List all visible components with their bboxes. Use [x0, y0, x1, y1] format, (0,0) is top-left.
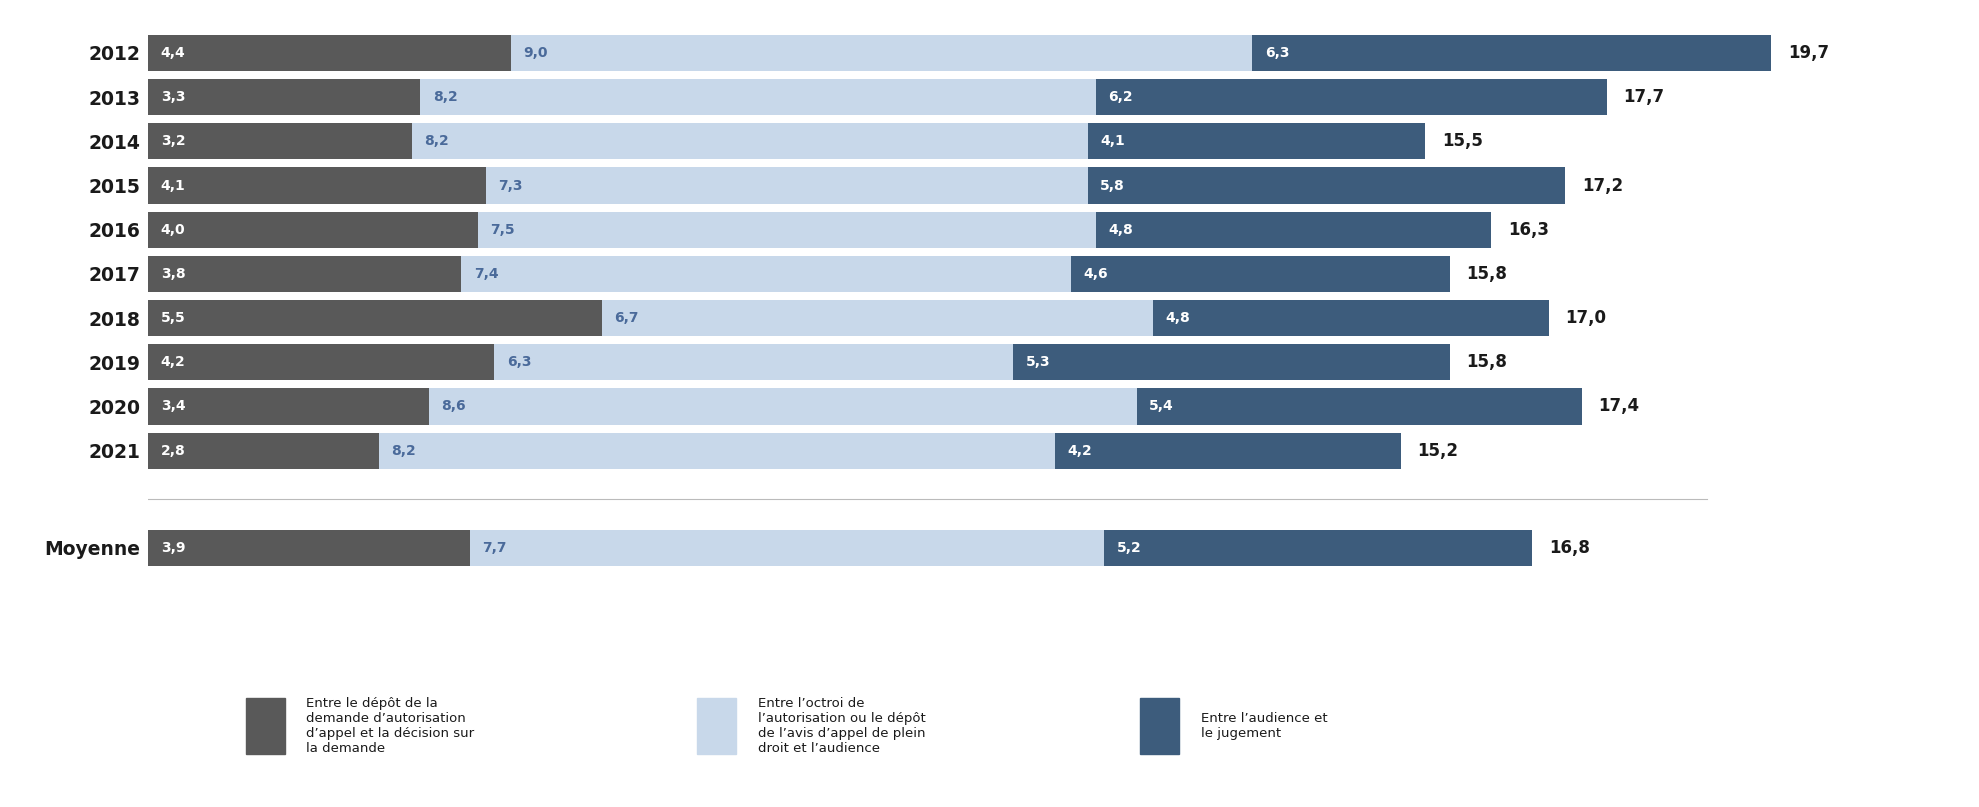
- Bar: [479, 211, 1096, 248]
- Bar: [1071, 256, 1451, 292]
- Bar: [148, 211, 479, 248]
- Text: 4,1: 4,1: [1100, 134, 1124, 148]
- Text: 19,7: 19,7: [1787, 44, 1829, 62]
- Text: 3,9: 3,9: [160, 541, 186, 555]
- Text: Entre l’octroi de
l’autorisation ou le dépôt
de l’avis d’appel de plein
droit et: Entre l’octroi de l’autorisation ou le d…: [758, 696, 926, 755]
- Text: 15,8: 15,8: [1466, 265, 1508, 283]
- Bar: [1140, 698, 1179, 754]
- Bar: [412, 123, 1088, 160]
- Text: 3,8: 3,8: [160, 267, 186, 281]
- Text: 6,3: 6,3: [507, 355, 530, 370]
- Text: 17,0: 17,0: [1565, 309, 1607, 327]
- Bar: [602, 300, 1154, 337]
- Bar: [148, 167, 487, 203]
- Bar: [148, 433, 380, 469]
- Bar: [148, 123, 412, 160]
- Text: 5,2: 5,2: [1116, 541, 1142, 555]
- Text: 3,2: 3,2: [160, 134, 186, 148]
- Text: 6,2: 6,2: [1108, 90, 1132, 104]
- Text: 17,7: 17,7: [1623, 88, 1664, 107]
- Text: 15,8: 15,8: [1466, 353, 1508, 371]
- Bar: [495, 344, 1013, 380]
- Text: 4,1: 4,1: [160, 178, 186, 193]
- Text: 6,7: 6,7: [613, 311, 639, 325]
- Text: 2,8: 2,8: [160, 444, 186, 458]
- Text: 8,2: 8,2: [392, 444, 416, 458]
- Text: 5,3: 5,3: [1025, 355, 1051, 370]
- Bar: [245, 698, 285, 754]
- Text: 7,7: 7,7: [483, 541, 507, 555]
- Bar: [148, 256, 461, 292]
- Bar: [148, 344, 495, 380]
- Text: 8,2: 8,2: [433, 90, 457, 104]
- Bar: [697, 698, 736, 754]
- Text: 4,2: 4,2: [1067, 444, 1092, 458]
- Bar: [1096, 211, 1492, 248]
- Bar: [1096, 79, 1607, 115]
- Text: 17,4: 17,4: [1599, 398, 1639, 416]
- Text: 4,2: 4,2: [160, 355, 186, 370]
- Bar: [1013, 344, 1451, 380]
- Text: Entre le dépôt de la
demande d’autorisation
d’appel et la décision sur
la demand: Entre le dépôt de la demande d’autorisat…: [307, 696, 475, 755]
- Bar: [148, 79, 420, 115]
- Bar: [1154, 300, 1550, 337]
- Text: 16,8: 16,8: [1550, 539, 1589, 557]
- Bar: [487, 167, 1088, 203]
- Text: 15,5: 15,5: [1443, 132, 1482, 150]
- Text: 6,3: 6,3: [1265, 46, 1288, 60]
- Bar: [148, 35, 511, 71]
- Text: 4,6: 4,6: [1083, 267, 1108, 281]
- Bar: [148, 529, 469, 566]
- Text: 7,4: 7,4: [473, 267, 499, 281]
- Text: 5,8: 5,8: [1100, 178, 1124, 193]
- Text: 8,2: 8,2: [424, 134, 449, 148]
- Bar: [1104, 529, 1532, 566]
- Bar: [1253, 35, 1771, 71]
- Bar: [429, 388, 1138, 424]
- Bar: [1088, 167, 1565, 203]
- Text: 16,3: 16,3: [1508, 220, 1550, 239]
- Text: 3,3: 3,3: [160, 90, 186, 104]
- Bar: [469, 529, 1104, 566]
- Text: 4,4: 4,4: [160, 46, 186, 60]
- Text: 5,4: 5,4: [1150, 399, 1174, 413]
- Text: 9,0: 9,0: [522, 46, 548, 60]
- Bar: [148, 388, 429, 424]
- Text: 3,4: 3,4: [160, 399, 186, 413]
- Text: 7,5: 7,5: [491, 223, 515, 236]
- Text: 17,2: 17,2: [1581, 177, 1623, 194]
- Text: 8,6: 8,6: [441, 399, 465, 413]
- Text: Entre l’audience et
le jugement: Entre l’audience et le jugement: [1201, 712, 1328, 740]
- Text: 7,3: 7,3: [499, 178, 522, 193]
- Text: 4,8: 4,8: [1108, 223, 1132, 236]
- Bar: [511, 35, 1253, 71]
- Bar: [380, 433, 1055, 469]
- Bar: [1138, 388, 1581, 424]
- Bar: [1055, 433, 1401, 469]
- Text: 5,5: 5,5: [160, 311, 186, 325]
- Bar: [461, 256, 1071, 292]
- Text: 15,2: 15,2: [1417, 441, 1459, 460]
- Text: 4,8: 4,8: [1166, 311, 1191, 325]
- Text: 4,0: 4,0: [160, 223, 186, 236]
- Bar: [1088, 123, 1425, 160]
- Bar: [420, 79, 1096, 115]
- Bar: [148, 300, 602, 337]
